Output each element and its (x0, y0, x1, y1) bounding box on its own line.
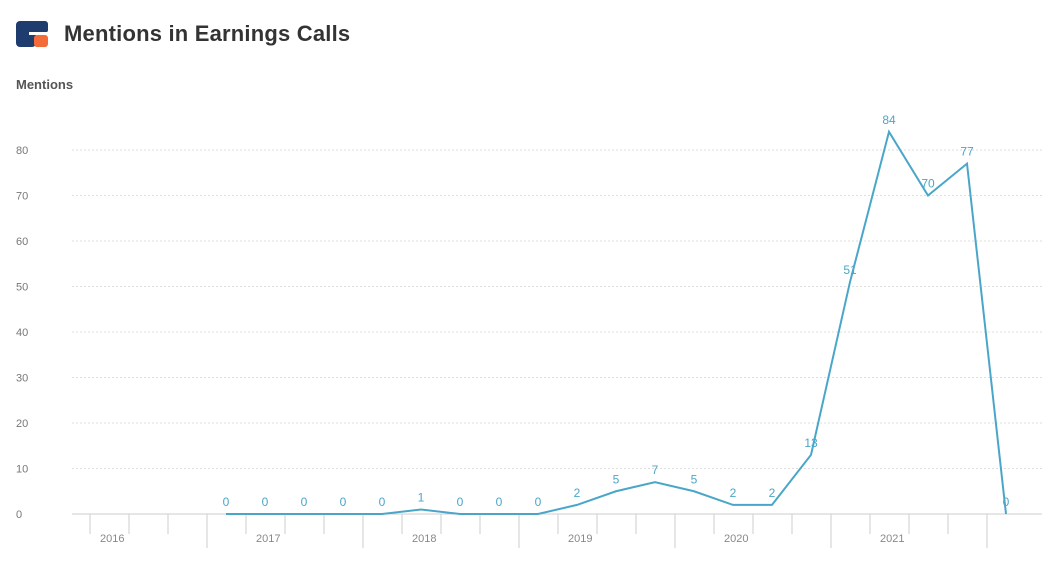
data-label: 77 (960, 145, 974, 159)
grid-lines (72, 149, 1042, 469)
data-label: 70 (921, 177, 935, 191)
data-label: 0 (223, 495, 230, 509)
data-label: 13 (804, 436, 818, 450)
data-label: 0 (535, 495, 542, 509)
y-tick-label: 10 (16, 464, 28, 476)
data-label: 5 (691, 472, 698, 486)
x-tick-label: 2021 (880, 533, 904, 545)
data-label: 1 (418, 490, 425, 504)
data-label: 2 (574, 486, 581, 500)
data-label: 0 (262, 495, 269, 509)
y-tick-label: 80 (16, 145, 28, 157)
y-tick-label: 70 (16, 191, 28, 203)
y-tick-label: 0 (16, 509, 22, 521)
brand-logo-icon (16, 21, 48, 47)
y-tick-label: 60 (16, 236, 28, 248)
series-line (226, 129, 1007, 515)
data-labels: 0 0 0 0 0 1 0 0 0 2 5 7 5 2 2 13 51 84 70 77 0 (223, 113, 1010, 509)
data-label: 7 (652, 463, 659, 477)
y-axis-ticks: 0 10 20 30 40 50 60 70 80 (16, 145, 28, 521)
x-tick-label: 2018 (412, 533, 436, 545)
x-tick-label: 2019 (568, 533, 592, 545)
y-tick-label: 20 (16, 418, 28, 430)
y-tick-label: 40 (16, 327, 28, 339)
data-label: 2 (769, 486, 776, 500)
data-label: 5 (613, 472, 620, 486)
data-label: 51 (843, 263, 857, 277)
y-tick-label: 30 (16, 373, 28, 385)
data-label: 84 (882, 113, 896, 127)
chart-title: Mentions in Earnings Calls (64, 21, 351, 46)
x-tick-label: 2017 (256, 533, 280, 545)
x-tick-label: 2020 (724, 533, 748, 545)
data-label: 0 (379, 495, 386, 509)
x-axis: 2016 2017 2018 2019 2020 2021 (72, 513, 1042, 548)
y-tick-label: 50 (16, 282, 28, 294)
data-label: 2 (730, 486, 737, 500)
y-axis-label: Mentions (16, 77, 74, 92)
x-tick-label: 2016 (100, 533, 124, 545)
data-label: 0 (496, 495, 503, 509)
data-label: 0 (1003, 495, 1010, 509)
data-label: 0 (457, 495, 464, 509)
data-label: 0 (301, 495, 308, 509)
data-label: 0 (340, 495, 347, 509)
chart-header: Mentions in Earnings Calls (16, 18, 350, 50)
